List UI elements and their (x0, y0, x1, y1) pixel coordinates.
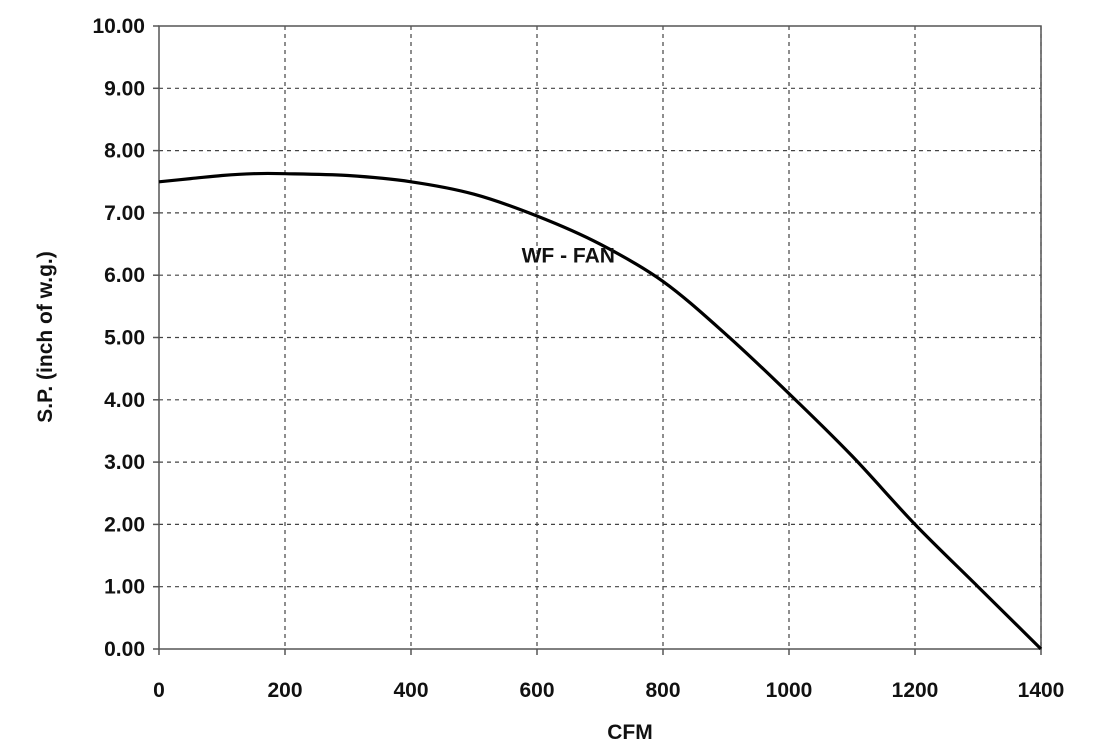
x-axis-title: CFM (607, 721, 653, 744)
y-tick-label: 1.00 (104, 576, 145, 599)
y-tick-label: 10.00 (92, 15, 145, 38)
y-axis-ticks: 0.00 1.00 2.00 3.00 4.00 5.00 6.00 7.00 8.00 9.00… (92, 15, 159, 661)
x-tick-label: 400 (393, 679, 428, 702)
y-tick-label: 2.00 (104, 513, 145, 536)
y-tick-label: 7.00 (104, 202, 145, 225)
y-tick-label: 3.00 (104, 451, 145, 474)
x-tick-label: 200 (267, 679, 302, 702)
x-axis-ticks: 0 200 400 600 800 1000 1200 1400 (153, 649, 1064, 702)
x-tick-label: 800 (645, 679, 680, 702)
x-tick-label: 600 (519, 679, 554, 702)
y-tick-label: 4.00 (104, 389, 145, 412)
y-tick-label: 0.00 (104, 638, 145, 661)
y-tick-label: 8.00 (104, 140, 145, 163)
series-layer (158, 171, 1043, 651)
x-tick-label: 0 (153, 679, 165, 702)
series-annotation-label: WF - FAN (522, 245, 615, 268)
y-tick-label: 6.00 (104, 264, 145, 287)
y-tick-label: 9.00 (104, 77, 145, 100)
x-tick-label: 1400 (1018, 679, 1065, 702)
y-tick-label: 5.00 (104, 327, 145, 350)
series-line-wf-fan (158, 171, 1043, 651)
x-tick-label: 1200 (892, 679, 939, 702)
y-axis-title: S.P. (inch of w.g.) (34, 251, 57, 423)
x-tick-label: 1000 (766, 679, 813, 702)
grid-layer (159, 26, 1042, 649)
